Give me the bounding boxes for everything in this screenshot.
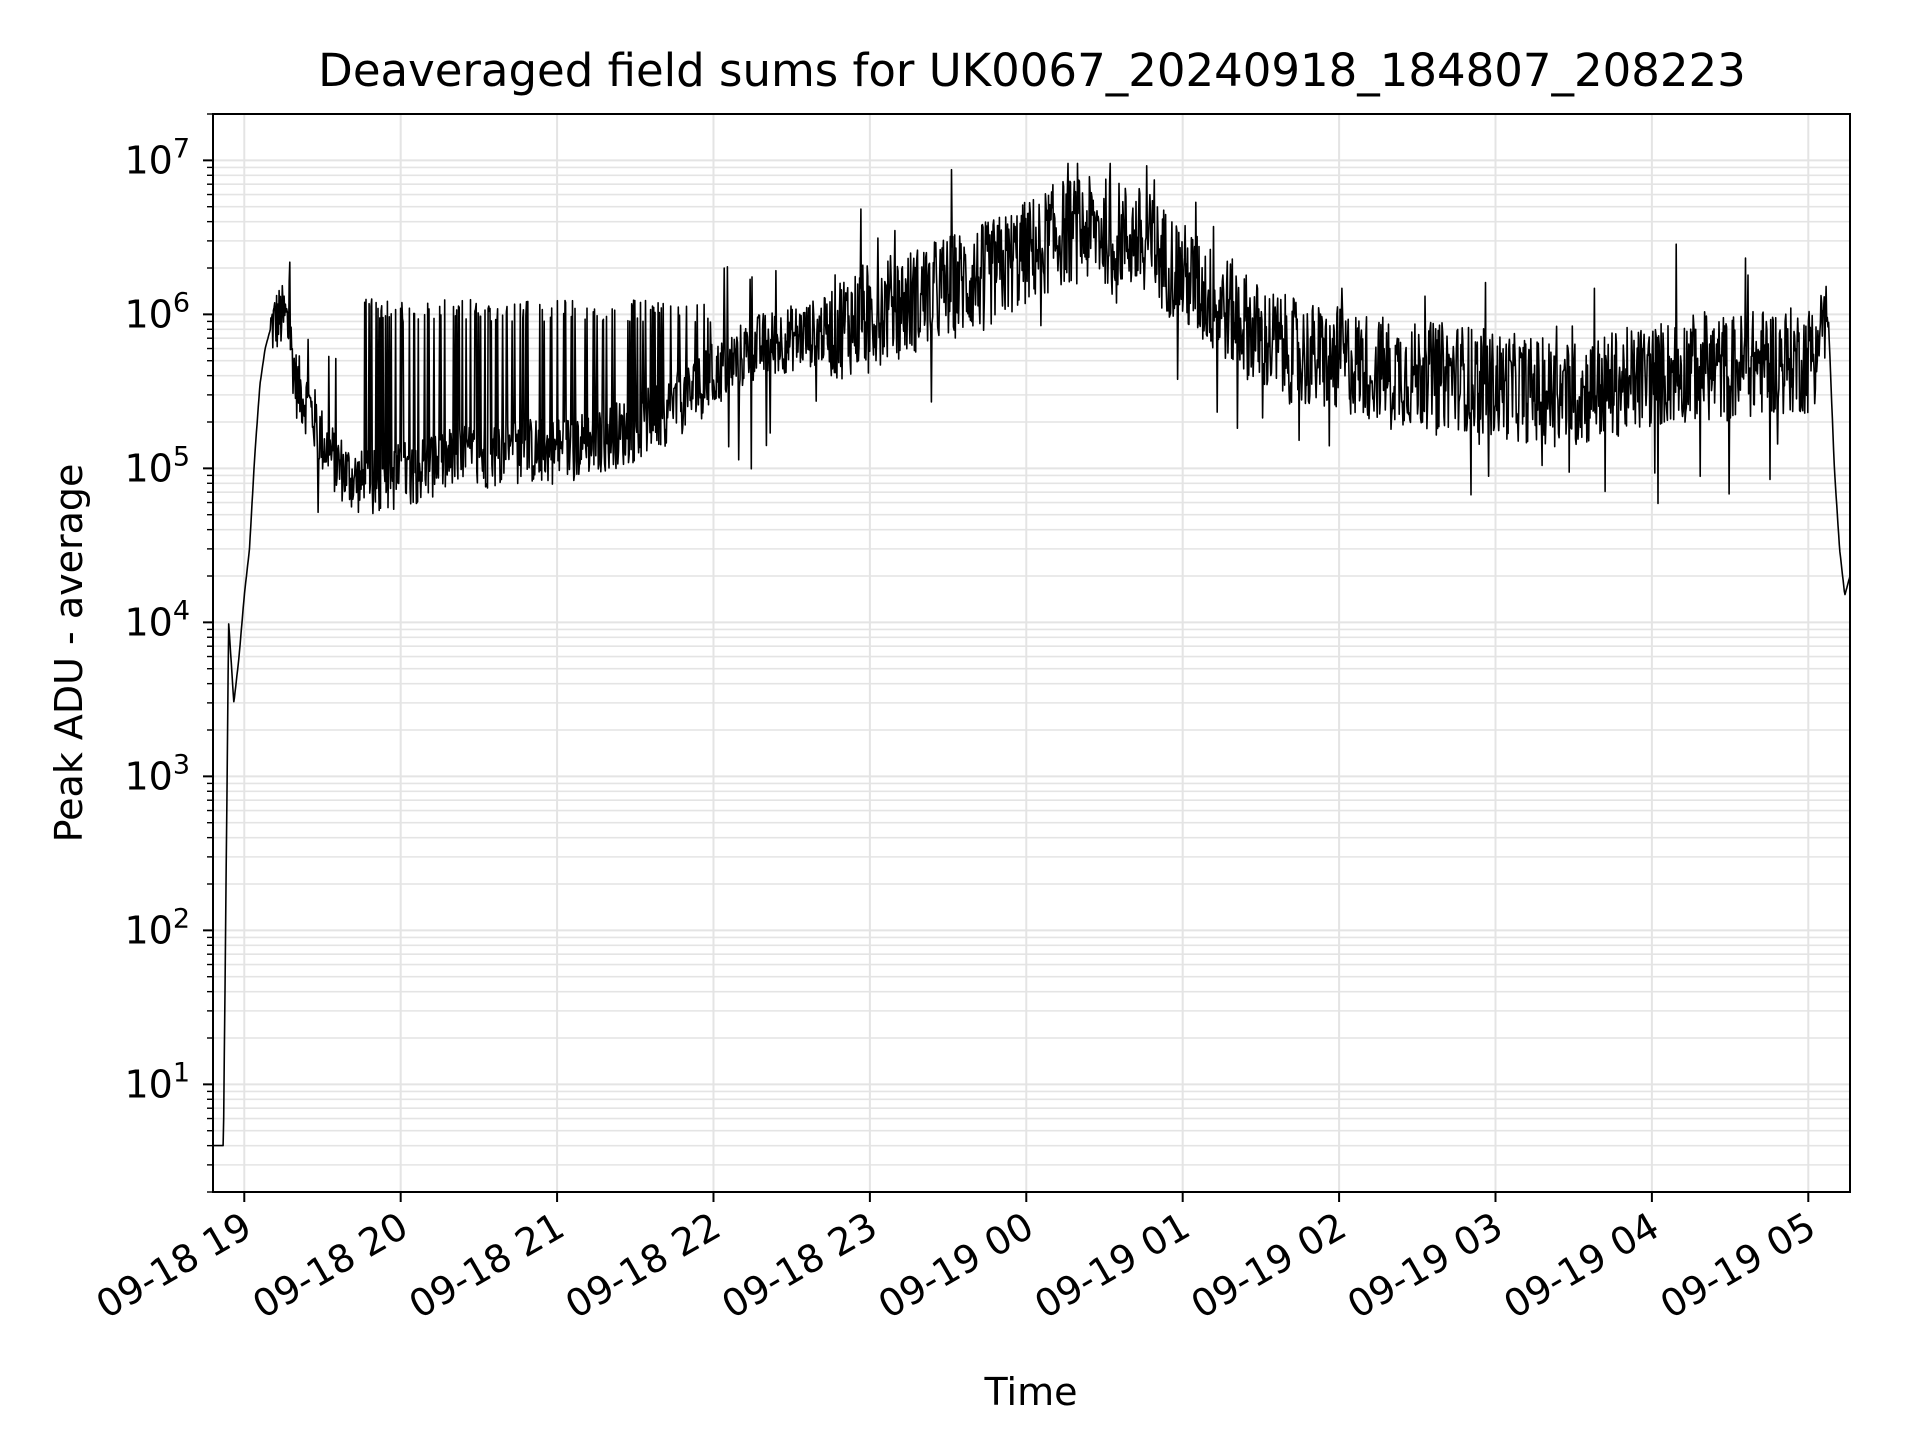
y-tick-label: 106 <box>124 287 190 336</box>
y-axis-label: Peak ADU - average <box>47 464 91 843</box>
plot-area-frame <box>212 113 1851 1193</box>
y-tick-label: 102 <box>124 903 190 952</box>
y-tick-label: 104 <box>124 595 190 644</box>
y-tick-label: 105 <box>124 441 190 490</box>
y-tick-label: 103 <box>124 749 190 798</box>
y-tick-label: 107 <box>124 133 190 182</box>
series-line <box>212 162 1851 1147</box>
grid-layer <box>213 113 1850 1193</box>
y-tick-label: 101 <box>124 1057 190 1106</box>
x-axis-label: Time <box>984 1370 1078 1414</box>
chart-title: Deaveraged field sums for UK0067_2024091… <box>318 44 1746 97</box>
series-layer <box>212 162 1851 1147</box>
